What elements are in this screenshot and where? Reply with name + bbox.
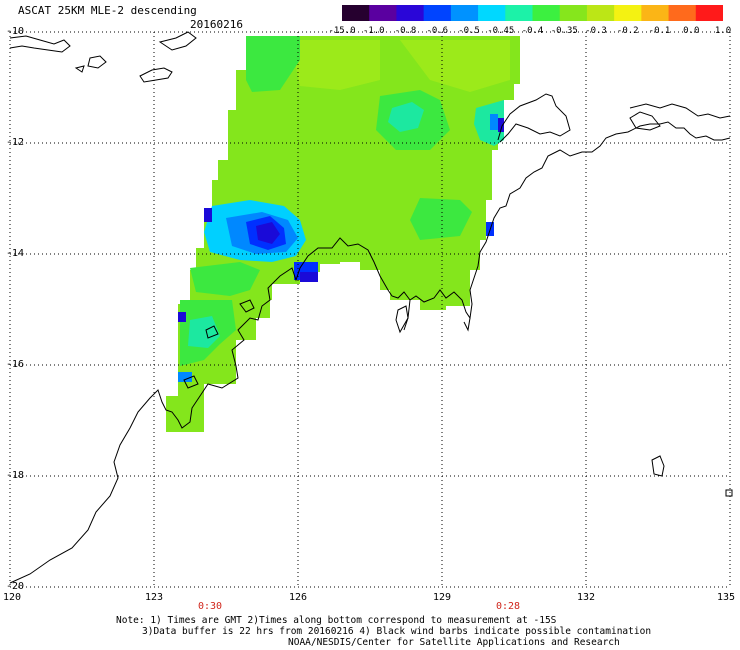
- colorbar-label: -15.0: [328, 26, 356, 36]
- swath-cell: [490, 114, 498, 130]
- colorbar-label: -0.1: [648, 26, 671, 36]
- colorbar-label: -0.5: [458, 26, 480, 36]
- swath-cell: [178, 312, 186, 322]
- swath-patch: [256, 222, 280, 244]
- swath-cell: [498, 118, 504, 132]
- colorbar-label: -1.0: [362, 26, 385, 36]
- lat-label: -20: [6, 581, 25, 592]
- colorbar-swatch: [586, 5, 615, 21]
- lon-label: 132: [576, 592, 596, 603]
- map-title: ASCAT 25KM MLE-2 descending: [18, 4, 197, 17]
- colorbar-swatch: [396, 5, 425, 21]
- gridlines: [9, 31, 731, 588]
- colorbar-label: -0.2: [616, 26, 639, 36]
- lat-label: -18: [6, 470, 25, 481]
- lat-label: -10: [6, 26, 25, 37]
- colorbar-swatch: [614, 5, 642, 21]
- colorbar-swatch: [668, 5, 697, 21]
- lon-label: 123: [144, 592, 164, 603]
- colorbar-label: 1.0: [714, 26, 732, 36]
- swath-patch: [474, 100, 504, 146]
- colorbar-swatch: [450, 5, 479, 21]
- swath-patch: [410, 198, 472, 240]
- lat-label: -14: [6, 248, 25, 259]
- swath-patch: [188, 316, 220, 348]
- colorbar-label: -0.45: [487, 26, 515, 36]
- colorbar-label: -0.4: [521, 26, 544, 36]
- lon-label: 120: [2, 592, 22, 603]
- colorbar-swatch: [505, 5, 533, 21]
- colorbar-labels: -15.0 -1.0 -0.8 -0.6 -0.5 -0.45 -0.4 -0.35 -0.3-…: [328, 26, 732, 38]
- swath-patch: [400, 40, 510, 92]
- colorbar-swatch: [342, 5, 370, 21]
- time-label: 0:30: [197, 601, 223, 612]
- coastline: [9, 31, 733, 584]
- swath-patch: [246, 36, 300, 92]
- swath-patch: [388, 102, 424, 132]
- colorbar-label: -0.3: [585, 26, 607, 36]
- swath-cell: [300, 272, 318, 282]
- lon-label: 129: [432, 592, 452, 603]
- swath-cell: [204, 208, 212, 222]
- note-line-1: Note: 1) Times are GMT 2)Times along bot…: [116, 615, 557, 626]
- colorbar-label: -0.6: [426, 26, 449, 36]
- colorbar-swatch: [695, 5, 723, 21]
- colorbar-swatch: [478, 5, 506, 21]
- lat-label: -12: [6, 137, 25, 148]
- swath-patch: [290, 40, 380, 90]
- colorbar-label: 0.0: [683, 26, 700, 36]
- time-label: 0:28: [495, 601, 521, 612]
- colorbar-label: -0.35: [550, 26, 578, 36]
- colorbar-swatch: [641, 5, 670, 21]
- colorbar-swatch: [369, 5, 397, 21]
- swath-patch: [190, 262, 260, 296]
- colorbar-swatch: [423, 5, 452, 21]
- colorbar: [342, 5, 723, 21]
- wind-swath: [166, 36, 520, 432]
- colorbar-swatch: [532, 5, 561, 21]
- lon-label: 126: [288, 592, 308, 603]
- lon-label: 135: [716, 592, 736, 603]
- map-date: 20160216: [190, 18, 243, 31]
- note-line-3: NOAA/NESDIS/Center for Satellite Applica…: [288, 637, 620, 648]
- swath-cell: [178, 372, 192, 382]
- lat-label: -16: [6, 359, 25, 370]
- colorbar-label: -0.8: [394, 26, 417, 36]
- colorbar-swatch: [559, 5, 588, 21]
- note-line-2: 3)Data buffer is 22 hrs from 20160216 4)…: [142, 626, 652, 637]
